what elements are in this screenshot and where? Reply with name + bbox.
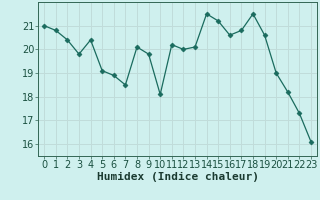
X-axis label: Humidex (Indice chaleur): Humidex (Indice chaleur) [97,172,259,182]
